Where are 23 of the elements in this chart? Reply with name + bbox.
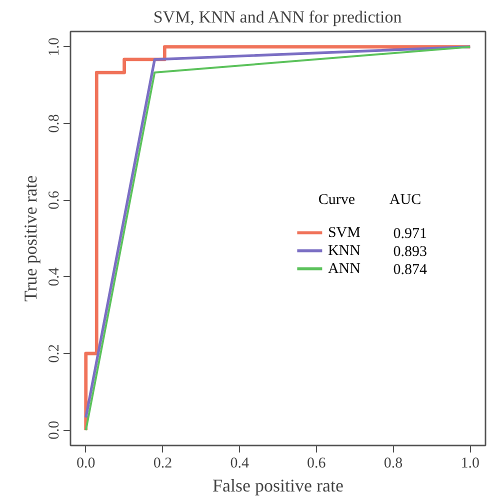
x-tick-label: 0.6 xyxy=(307,456,326,472)
y-tick-label: 0.2 xyxy=(46,344,62,363)
annotation: 0.874 xyxy=(393,262,428,278)
legend-title: Curve xyxy=(318,192,356,208)
y-axis-title: True positive rate xyxy=(20,175,40,302)
y-tick-label: 0.8 xyxy=(46,114,62,133)
annotation: 0.893 xyxy=(393,244,428,260)
y-tick-label: 1.0 xyxy=(46,37,62,56)
y-tick-label: 0.0 xyxy=(46,420,62,440)
x-tick-label: 0.4 xyxy=(230,456,250,472)
legend-label: KNN xyxy=(328,242,361,259)
y-tick-label: 0.4 xyxy=(46,266,62,286)
y-tick-label: 0.6 xyxy=(46,190,62,210)
x-axis-title: False positive rate xyxy=(212,476,344,496)
x-tick-label: 0.2 xyxy=(153,456,172,472)
legend-label: ANN xyxy=(328,260,361,277)
annotation: AUC xyxy=(389,192,422,208)
legend-label: SVM xyxy=(328,224,360,241)
annotation: 0.971 xyxy=(393,226,428,242)
x-tick-label: 0.0 xyxy=(76,456,96,472)
x-tick-label: 0.8 xyxy=(384,456,403,472)
x-tick-label: 1.0 xyxy=(460,456,480,472)
chart-title: SVM, KNN and ANN for prediction xyxy=(153,8,402,26)
